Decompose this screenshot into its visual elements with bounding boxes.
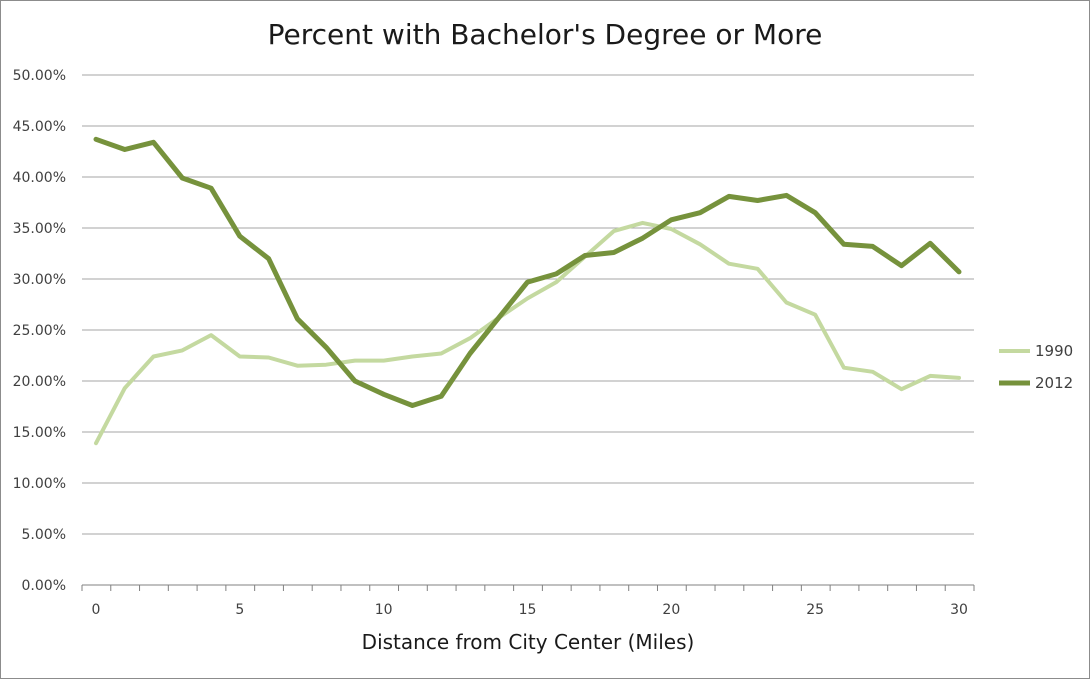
y-tick-label: 0.00% [22,578,66,594]
y-tick-label: 45.00% [13,119,66,135]
x-tick-label: 20 [662,602,680,618]
y-tick-label: 25.00% [13,323,66,339]
y-tick-label: 15.00% [13,425,66,441]
y-tick-label: 40.00% [13,170,66,186]
series-lines [93,136,962,446]
chart-title: Percent with Bachelor's Degree or More [268,18,823,51]
y-tick-label: 20.00% [13,374,66,390]
y-axis-ticks: 0.00% 5.00% 10.00% 15.00% 20.00% 25.00% 30.00%… [13,68,66,594]
legend-label-2012: 2012 [1035,374,1073,392]
y-tick-label: 50.00% [13,68,66,84]
series-line-1990 [94,220,961,446]
y-tick-label: 35.00% [13,221,66,237]
x-tick-label: 10 [375,602,393,618]
gridlines [82,74,974,535]
x-axis: 0 5 10 15 20 25 30 [81,584,975,618]
legend: 1990 2012 [999,342,1073,392]
x-tick-label: 25 [806,602,824,618]
x-tick-label: 5 [235,602,244,618]
y-tick-label: 10.00% [13,476,66,492]
x-axis-label: Distance from City Center (Miles) [362,630,695,654]
x-tick-label: 0 [92,602,101,618]
x-tick-label: 30 [950,602,968,618]
series-line-2012 [93,136,962,408]
legend-label-1990: 1990 [1035,342,1073,360]
y-tick-label: 30.00% [13,272,66,288]
x-tick-label: 15 [519,602,537,618]
y-tick-label: 5.00% [22,527,66,543]
